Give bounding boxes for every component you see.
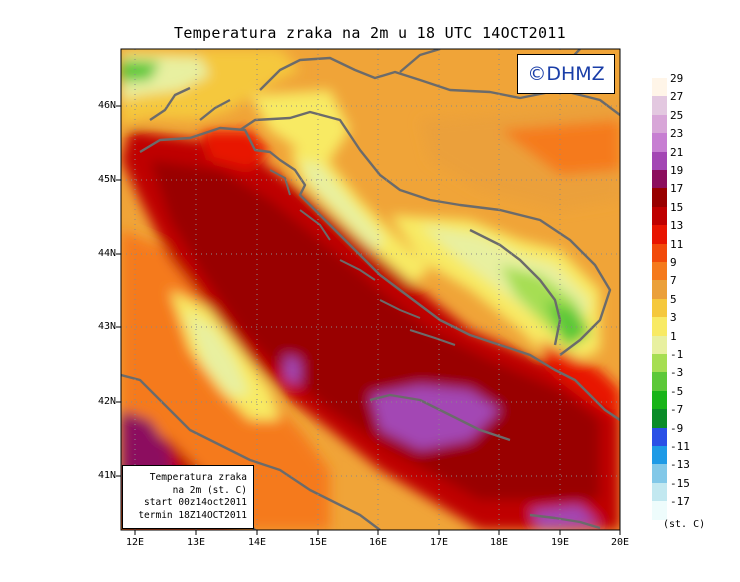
legend-swatch — [652, 151, 667, 170]
legend-swatch — [652, 262, 667, 281]
lat-tick-42n: 42N — [97, 396, 116, 407]
legend-label: -11 — [670, 440, 690, 453]
graticule — [121, 49, 620, 530]
legend-label: 3 — [670, 311, 677, 325]
lon-tick-15e: 15E — [308, 537, 328, 548]
legend-swatch — [652, 114, 667, 134]
legend-swatch — [652, 464, 667, 483]
legend-label: 13 — [670, 219, 684, 233]
legend-label: 25 — [670, 108, 684, 122]
lon-tick-18e: 18E — [489, 537, 509, 548]
lon-tick-13e: 13E — [186, 537, 206, 548]
legend-label: -13 — [670, 458, 690, 472]
legend-label: -5 — [670, 384, 684, 398]
legend-swatch — [652, 133, 667, 152]
info-line-valid: termin 18Z14OCT2011 — [138, 509, 247, 521]
legend-swatch — [652, 170, 667, 189]
legend-label: -9 — [670, 421, 684, 435]
legend-swatch — [652, 427, 667, 446]
legend-swatch — [652, 317, 667, 336]
lat-tick-44n: 44N — [97, 248, 116, 259]
lon-tick-20e: 20E — [610, 537, 630, 548]
legend-label: 19 — [670, 164, 684, 177]
legend-label: 11 — [670, 237, 684, 251]
legend-units: (st. C) — [663, 519, 706, 530]
legend-swatch — [652, 225, 667, 244]
legend-swatch — [652, 335, 667, 354]
lat-tick-43n: 43N — [97, 321, 116, 332]
legend-swatch — [652, 280, 667, 299]
legend-swatch — [652, 354, 667, 373]
legend-label: 15 — [670, 200, 684, 214]
info-line-variable: Temperatura zraka — [149, 472, 247, 483]
legend-label: -15 — [670, 476, 690, 490]
legend-swatch — [652, 206, 667, 226]
legend-swatch — [652, 372, 667, 391]
map-frame — [120, 48, 621, 531]
legend-label: 27 — [670, 90, 684, 104]
legend-swatch — [652, 446, 667, 465]
legend-swatch — [652, 390, 667, 410]
legend-label: 5 — [670, 292, 677, 306]
lat-tick-45n: 45N — [97, 174, 116, 185]
legend-swatch — [652, 78, 667, 97]
islands — [269, 169, 456, 346]
map-title: Temperatura zraka na 2m u 18 UTC 14OCT20… — [174, 24, 566, 42]
lon-tick-16e: 16E — [368, 537, 388, 548]
legend-label: 9 — [670, 256, 677, 269]
lat-tick-41n: 41N — [97, 470, 116, 481]
legend-swatch — [652, 243, 667, 262]
legend-label: -1 — [670, 348, 684, 361]
legend-swatch — [652, 482, 667, 502]
legend-label: 1 — [670, 329, 677, 343]
copyright-box: ©DHMZ — [517, 54, 615, 94]
temperature-field — [121, 49, 620, 530]
legend-label: 29 — [670, 72, 684, 85]
info-line-start: start 00z14oct2011 — [144, 497, 247, 508]
legend-label: -7 — [670, 403, 684, 417]
legend-label: 7 — [670, 274, 677, 288]
info-line-units: na 2m (st. C) — [172, 484, 247, 496]
legend-label: 21 — [670, 145, 684, 159]
legend-label: 23 — [670, 127, 684, 141]
legend-swatch — [652, 188, 667, 207]
info-box: Temperatura zraka na 2m (st. C) start 00… — [122, 465, 254, 529]
lon-tick-19e: 19E — [550, 537, 570, 548]
legend-swatch — [652, 501, 667, 520]
axis-ticks — [116, 105, 621, 535]
legend-label: 17 — [670, 182, 684, 196]
lon-tick-12e: 12E — [125, 537, 145, 548]
legend-label: -3 — [670, 366, 684, 380]
lat-tick-46n: 46N — [97, 100, 116, 111]
legend-swatch — [652, 409, 667, 428]
legend-label: -17 — [670, 495, 690, 509]
lon-tick-14e: 14E — [247, 537, 267, 548]
legend-swatch — [652, 298, 667, 318]
legend-swatch — [652, 96, 667, 115]
lon-tick-17e: 17E — [429, 537, 449, 548]
